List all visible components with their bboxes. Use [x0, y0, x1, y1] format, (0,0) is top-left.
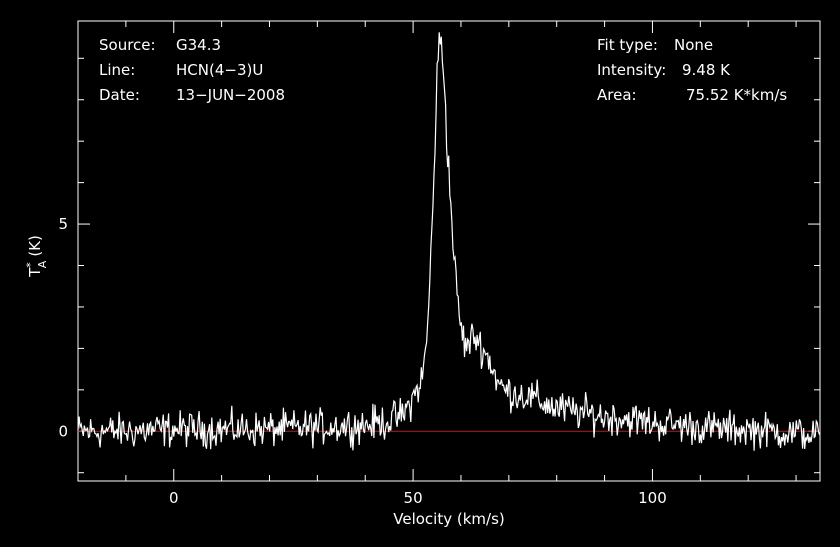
- y-axis-label-sup: *: [24, 262, 37, 268]
- fit-type-label: Fit type:: [597, 36, 658, 54]
- line-value: HCN(4−3)U: [176, 61, 263, 79]
- spectrum-line: [77, 32, 820, 451]
- intensity-value: 9.48 K: [682, 61, 731, 79]
- x-tick-label: 100: [638, 489, 667, 507]
- y-axis-label: T*A (K): [24, 235, 49, 278]
- plot-frame: [77, 20, 821, 482]
- fit-type-value: None: [674, 36, 713, 54]
- date-value: 13−JUN−2008: [176, 86, 285, 104]
- x-tick-label: 50: [404, 489, 423, 507]
- y-axis-label-main: T: [26, 267, 44, 278]
- source-label: Source:: [99, 36, 156, 54]
- area-value: 75.52 K*km/s: [686, 86, 787, 104]
- axis-ticks: 0 50 100 0 5: [58, 21, 820, 507]
- y-tick-label: 5: [58, 215, 68, 233]
- y-tick-label: 0: [58, 422, 68, 440]
- y-axis-label-unit: (K): [26, 235, 44, 257]
- line-label: Line:: [99, 61, 135, 79]
- area-label: Area:: [597, 86, 637, 104]
- intensity-label: Intensity:: [597, 61, 666, 79]
- source-value: G34.3: [176, 36, 221, 54]
- y-axis-label-sub: A: [36, 260, 49, 268]
- x-tick-label: 0: [169, 489, 179, 507]
- date-label: Date:: [99, 86, 140, 104]
- svg-text:T*A(K): T*A (K): [24, 235, 49, 278]
- x-axis-label: Velocity (km/s): [393, 510, 504, 528]
